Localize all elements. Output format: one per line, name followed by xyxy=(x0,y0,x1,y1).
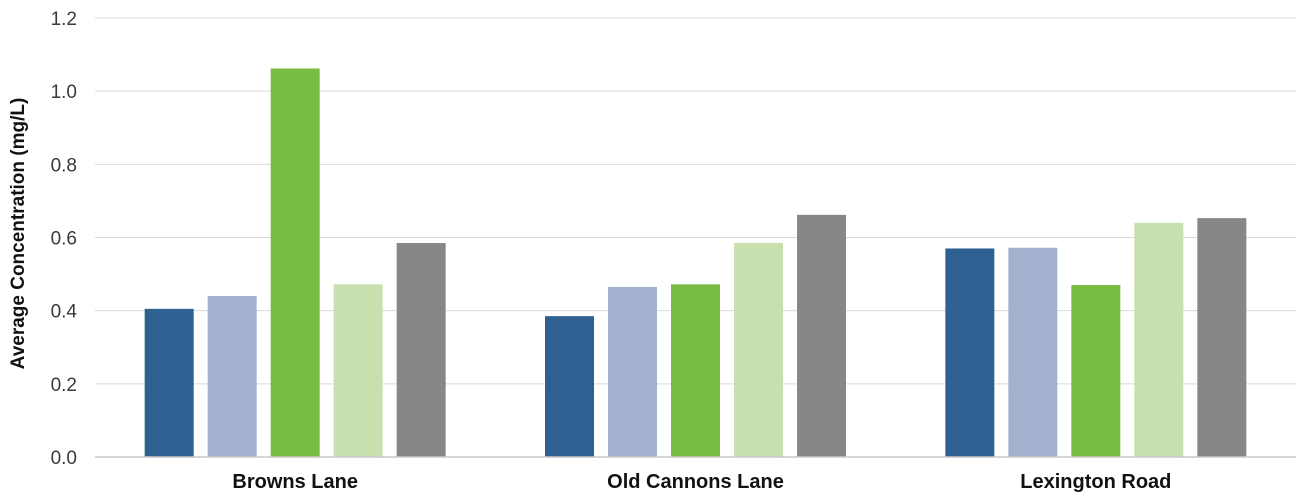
bar xyxy=(734,242,783,457)
bar xyxy=(945,248,995,457)
bar xyxy=(1071,285,1121,457)
y-tick-label: 0.6 xyxy=(51,229,77,250)
bar xyxy=(333,284,383,457)
y-tick-label: 0.2 xyxy=(51,375,77,396)
y-tick-label: 0.8 xyxy=(51,155,77,176)
x-category-label: Old Cannons Lane xyxy=(607,471,784,493)
y-axis-ticks: 0.0 0.2 0.4 0.6 0.8 1.0 1.2 xyxy=(51,9,78,469)
bar xyxy=(144,308,194,457)
bar xyxy=(270,68,320,458)
bar xyxy=(396,242,446,457)
bars xyxy=(144,68,1247,458)
bar xyxy=(671,284,720,457)
y-axis-title: Average Concentration (mg/L) xyxy=(8,98,29,370)
bar xyxy=(1197,218,1247,457)
y-tick-label: 1.2 xyxy=(51,9,77,30)
x-category-label: Browns Lane xyxy=(232,471,358,493)
bar xyxy=(1008,247,1058,457)
bar xyxy=(545,316,594,457)
x-category-label: Lexington Road xyxy=(1020,471,1171,493)
y-tick-label: 0.4 xyxy=(51,302,78,323)
bar xyxy=(207,296,257,457)
bar xyxy=(608,286,657,457)
bar xyxy=(797,214,846,457)
bar xyxy=(1134,222,1184,457)
x-axis-categories: Browns Lane Old Cannons Lane Lexington Roa… xyxy=(232,471,1171,493)
y-tick-label: 0.0 xyxy=(51,448,77,469)
y-tick-label: 1.0 xyxy=(51,82,77,103)
